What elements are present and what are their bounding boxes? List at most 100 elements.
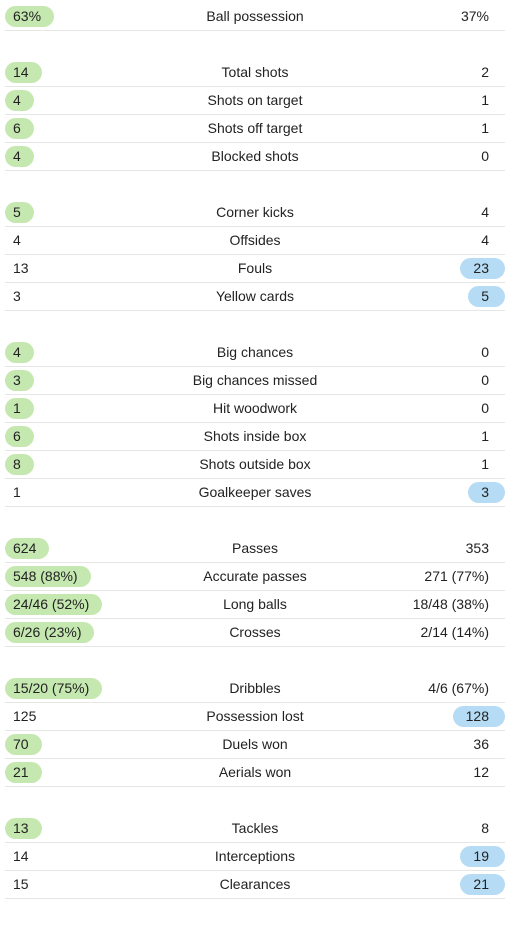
home-value-cell: 14 [5, 59, 42, 86]
stat-group: Total shots 14 2 Shots on target 4 1 Shots off… [5, 59, 505, 171]
home-value-badge: 3 [5, 370, 34, 391]
away-value: 1 [481, 456, 489, 472]
home-value-cell: 624 [5, 535, 50, 562]
home-value-cell: 14 [5, 843, 42, 870]
away-value-cell: 2/14 (14%) [408, 619, 505, 646]
home-value-badge: 70 [5, 734, 42, 755]
home-value-badge: 1 [5, 398, 34, 419]
stat-row: Dribbles 15/20 (75%) 4/6 (67%) [5, 675, 505, 703]
stat-row: Big chances missed 3 0 [5, 367, 505, 395]
stat-row: Corner kicks 5 4 [5, 199, 505, 227]
stat-label: Big chances [216, 344, 294, 360]
away-value: 271 (77%) [424, 568, 489, 584]
stat-row: Clearances 15 21 [5, 871, 505, 899]
stat-row: Interceptions 14 19 [5, 843, 505, 871]
away-value-cell: 353 [453, 535, 505, 562]
away-value: 0 [481, 344, 489, 360]
away-value-cell: 19 [460, 843, 505, 870]
away-value: 2/14 (14%) [420, 624, 489, 640]
home-value-badge: 4 [5, 90, 34, 111]
away-value-cell: 4/6 (67%) [415, 675, 505, 702]
home-value-badge: 8 [5, 454, 34, 475]
away-value: 1 [481, 428, 489, 444]
stat-group: Tackles 13 8 Interceptions 14 19 Clearances 15 2… [5, 815, 505, 899]
stat-row: Yellow cards 3 5 [5, 283, 505, 311]
away-value-cell: 3 [468, 479, 505, 506]
away-value-cell: 37% [448, 3, 505, 30]
stat-label: Interceptions [214, 848, 296, 864]
stat-label: Corner kicks [216, 204, 294, 220]
home-value-cell: 1 [5, 479, 34, 506]
home-value-badge: 21 [5, 762, 42, 783]
home-value-cell: 5 [5, 199, 34, 226]
stat-group: Dribbles 15/20 (75%) 4/6 (67%) Possession l… [5, 675, 505, 787]
away-value: 0 [481, 372, 489, 388]
stat-label: Clearances [219, 876, 291, 892]
away-value-cell: 8 [468, 815, 505, 842]
stat-label: Long balls [223, 596, 287, 612]
away-value: 0 [481, 400, 489, 416]
stat-group: Big chances 4 0 Big chances missed 3 0 Hit woo… [5, 339, 505, 507]
stat-label: Shots on target [207, 92, 303, 108]
away-value-badge: 128 [452, 706, 505, 727]
stat-label: Hit woodwork [212, 400, 298, 416]
stat-row: Big chances 4 0 [5, 339, 505, 367]
away-value-cell: 4 [468, 227, 505, 254]
stat-row: Total shots 14 2 [5, 59, 505, 87]
away-value-cell: 0 [468, 367, 505, 394]
away-value: 4 [481, 204, 489, 220]
stat-label: Big chances missed [192, 372, 318, 388]
away-value-badge: 5 [468, 286, 505, 307]
stat-row: Fouls 13 23 [5, 255, 505, 283]
stat-group: Passes 624 353 Accurate passes 548 (88%) 271 … [5, 535, 505, 647]
stat-row: Offsides 4 4 [5, 227, 505, 255]
away-value-badge: 23 [460, 258, 505, 279]
home-value-badge: 4 [5, 342, 34, 363]
stat-row: Shots on target 4 1 [5, 87, 505, 115]
away-value-cell: 1 [468, 87, 505, 114]
home-value-badge: 4 [5, 146, 34, 167]
away-value: 36 [473, 736, 489, 752]
home-value-cell: 3 [5, 283, 34, 310]
stat-row: Tackles 13 8 [5, 815, 505, 843]
home-value: 3 [13, 288, 21, 304]
away-value-cell: 5 [468, 283, 505, 310]
home-value: 15 [13, 876, 29, 892]
stat-row: Goalkeeper saves 1 3 [5, 479, 505, 507]
home-value-cell: 4 [5, 87, 34, 114]
home-value-cell: 13 [5, 815, 42, 842]
home-value-cell: 15 [5, 871, 42, 898]
home-value-badge: 13 [5, 818, 42, 839]
home-value-cell: 6 [5, 423, 34, 450]
stat-label: Tackles [231, 820, 279, 836]
away-value-cell: 0 [468, 143, 505, 170]
away-value: 0 [481, 148, 489, 164]
stat-row: Long balls 24/46 (52%) 18/48 (38%) [5, 591, 505, 619]
home-value-cell: 548 (88%) [5, 563, 91, 590]
stat-row: Shots inside box 6 1 [5, 423, 505, 451]
away-value-cell: 271 (77%) [411, 563, 505, 590]
home-value-cell: 6/26 (23%) [5, 619, 95, 646]
stat-label: Crosses [229, 624, 281, 640]
home-value-badge: 5 [5, 202, 34, 223]
away-value-cell: 1 [468, 423, 505, 450]
stat-row: Crosses 6/26 (23%) 2/14 (14%) [5, 619, 505, 647]
stat-row: Possession lost 125 128 [5, 703, 505, 731]
away-value: 2 [481, 64, 489, 80]
home-value-cell: 70 [5, 731, 42, 758]
home-value-badge: 15/20 (75%) [5, 678, 103, 699]
stat-label: Shots inside box [203, 428, 307, 444]
home-value-cell: 6 [5, 115, 34, 142]
away-value: 4 [481, 232, 489, 248]
home-value: 1 [13, 484, 21, 500]
home-value-badge: 624 [5, 538, 50, 559]
stat-row: Passes 624 353 [5, 535, 505, 563]
away-value-cell: 1 [468, 451, 505, 478]
home-value-cell: 3 [5, 367, 34, 394]
away-value: 4/6 (67%) [428, 680, 489, 696]
away-value: 18/48 (38%) [412, 596, 489, 612]
away-value-cell: 4 [468, 199, 505, 226]
home-value: 125 [13, 708, 37, 724]
home-value-cell: 8 [5, 451, 34, 478]
away-value: 1 [481, 120, 489, 136]
